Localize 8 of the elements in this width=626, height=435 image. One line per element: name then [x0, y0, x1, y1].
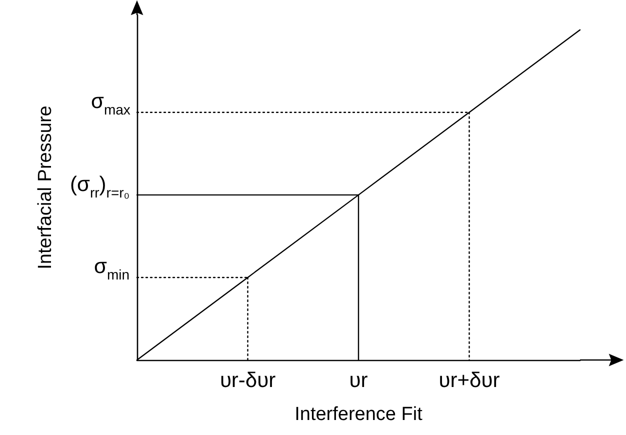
x-axis-title: Interference Fit	[294, 404, 424, 425]
x-tick-label: υr-δυr	[220, 369, 276, 392]
x-tick-label: υr+δυr	[438, 369, 500, 392]
x-tick-label: υr	[349, 369, 368, 392]
text: σ$_{min}$	[94, 255, 130, 283]
y-axis-title: Interfacial Pressure	[35, 106, 56, 270]
text: (σ$_{rr}$)$_{r=r₀}$	[70, 172, 130, 200]
text: σ$_{max}$	[91, 90, 130, 118]
